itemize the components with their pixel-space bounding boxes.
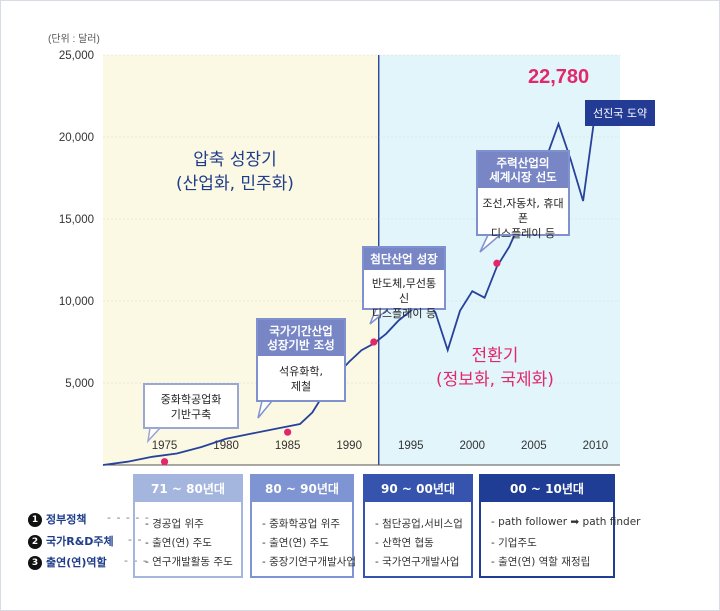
peak-value-label: 22,780: [528, 66, 590, 88]
annotation-head: 국가기간산업 성장기반 조성: [258, 320, 344, 356]
x-tick-label: 1985: [275, 440, 301, 452]
legend-item-institute-role: 3 출연(연)역할 - - -: [28, 554, 147, 570]
y-tick-label: 15,000: [59, 214, 94, 226]
annotation-heavy-industry: 중화학공업화 기반구축: [143, 383, 239, 429]
period-row-institute-role: - 중장기연구개발사업: [262, 556, 357, 568]
period-row-institute-role: - 출연(연) 역할 재정립: [491, 556, 591, 568]
data-marker: [493, 259, 501, 267]
advanced-nation-badge: 선진국 도약: [585, 100, 656, 126]
period-row-institute-role: - 국가연구개발사업: [375, 556, 460, 568]
x-tick-label: 2000: [459, 440, 485, 452]
y-tick-label: 20,000: [59, 132, 94, 144]
legend-item-rd-subject: 2 국가R&D주체 - -: [28, 533, 141, 549]
x-tick-label: 2005: [521, 440, 547, 452]
period-title: 71 ~ 80년대: [135, 476, 241, 502]
annotation-body: 중화학공업화 기반구축: [160, 393, 222, 421]
period-row-policy: - path follower ➡ path finder: [491, 516, 641, 528]
legend-dash: - - -: [124, 554, 148, 567]
period-title: 80 ~ 90년대: [252, 476, 352, 502]
annotation-body: 조선,자동차, 휴대폰 디스플레이 등: [482, 197, 564, 240]
period-title: 00 ~ 10년대: [481, 476, 613, 502]
period-row-rd-subject: - 산학연 협동: [375, 537, 434, 549]
era-title-compressed-growth: 압축 성장기 (산업화, 민주화): [176, 150, 294, 194]
annotation-high-tech: 첨단산업 성장 반도체,무선통신 디스플레이 등: [362, 246, 446, 320]
y-tick-label: 25,000: [59, 50, 94, 62]
legend-item-policy: 1 정부정책 - - - - -: [28, 511, 149, 527]
annotation-body: 석유화학, 제철: [279, 365, 323, 393]
period-row-policy: - 첨단공업,서비스업: [375, 518, 463, 530]
unit-label: (단위 : 달러): [48, 32, 100, 45]
legend-dash: - - - - -: [107, 511, 150, 524]
x-tick-label: 1980: [213, 440, 239, 452]
period-row-rd-subject: - 출연(연) 주도: [145, 537, 212, 549]
period-column-1990s: 90 ~ 00년대 - 첨단공업,서비스업 - 산학연 협동 - 국가연구개발사…: [363, 474, 473, 578]
x-tick-label: 1990: [336, 440, 362, 452]
period-row-policy: - 경공업 위주: [145, 518, 204, 530]
period-row-rd-subject: - 출연(연) 주도: [262, 537, 329, 549]
annotation-body: 반도체,무선통신 디스플레이 등: [371, 277, 437, 320]
x-tick-label: 1975: [152, 440, 178, 452]
era-title-transition: 전환기 (정보화, 국제화): [436, 346, 554, 390]
x-tick-label: 1995: [398, 440, 424, 452]
annotation-global-market: 주력산업의 세계시장 선도 조선,자동차, 휴대폰 디스플레이 등: [476, 150, 570, 240]
legend-number: 2: [28, 535, 42, 549]
period-column-1980s: 80 ~ 90년대 - 중화학공업 위주 - 출연(연) 주도 - 중장기연구개…: [250, 474, 357, 578]
data-marker: [284, 428, 292, 436]
data-marker: [370, 338, 378, 346]
annotation-head: 주력산업의 세계시장 선도: [478, 152, 568, 188]
legend-label: 국가R&D주체: [46, 535, 114, 548]
period-row-policy: - 중화학공업 위주: [262, 518, 341, 530]
x-tick-label: 2010: [583, 440, 609, 452]
data-marker: [160, 458, 169, 466]
period-row-rd-subject: - 기업주도: [491, 537, 537, 549]
period-title: 90 ~ 00년대: [365, 476, 471, 502]
annotation-head: 첨단산업 성장: [364, 248, 444, 270]
y-tick-label: 10,000: [59, 296, 94, 308]
legend-label: 정부정책: [46, 513, 87, 526]
period-column-1970s: 71 ~ 80년대 - 경공업 위주 - 출연(연) 주도 - 연구개발활동 주…: [133, 474, 243, 578]
legend-number: 3: [28, 556, 42, 570]
annotation-national-industry: 국가기간산업 성장기반 조성 석유화학, 제철: [256, 318, 346, 402]
legend-number: 1: [28, 513, 42, 527]
legend-label: 출연(연)역할: [46, 556, 107, 569]
x-axis-ticks: 1975 1980 1985 1990 1995 2000 2005 2010: [152, 440, 608, 452]
y-tick-label: 5,000: [65, 378, 94, 390]
y-axis-ticks: 5,000 10,000 15,000 20,000 25,000: [59, 50, 94, 390]
period-row-institute-role: - 연구개발활동 주도: [145, 556, 233, 568]
period-column-2000s: 00 ~ 10년대 - path follower ➡ path finder …: [479, 474, 640, 578]
